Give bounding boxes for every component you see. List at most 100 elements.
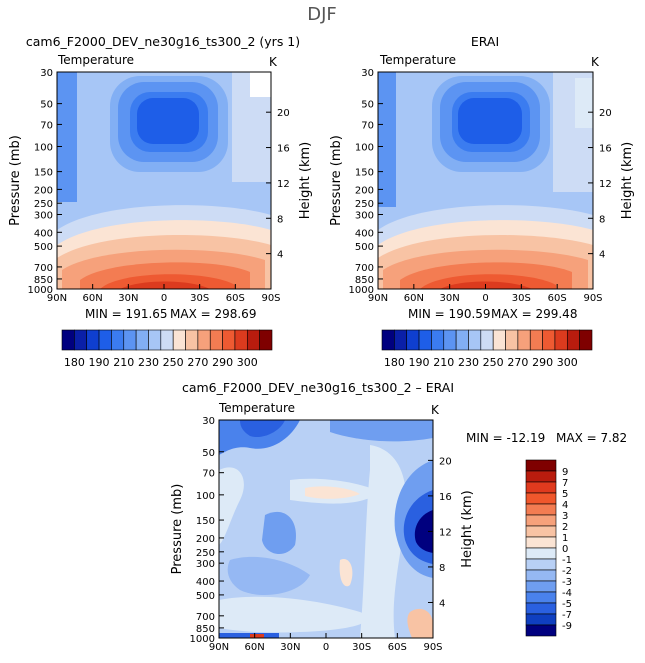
panel-model-field — [57, 72, 271, 289]
colorbar-model-label: 270 — [187, 356, 208, 369]
colorbar-diff-swatch — [525, 602, 557, 615]
colorbar-model-swatch — [197, 329, 211, 351]
panel-erai-max-label: MAX = 299.48 — [491, 307, 577, 321]
colorbar-erai-swatch — [517, 329, 531, 351]
colorbar-diff-swatch — [525, 536, 557, 549]
panel-diff-lat-tick-label: 60N — [245, 642, 265, 653]
panel-model-pressure-tick-label: 1000 — [28, 285, 53, 296]
colorbar-diff-swatch — [525, 459, 557, 472]
colorbar-erai-swatch — [566, 329, 580, 351]
colorbar-erai-label: 250 — [483, 356, 504, 369]
panel-erai-lat-tick-label: 60S — [548, 293, 567, 304]
panel-diff-pressure-tick-label: 500 — [196, 591, 215, 602]
panel-diff-height-tick-label: 4 — [439, 598, 445, 609]
colorbar-erai-swatch — [394, 329, 408, 351]
panel-diff-pressure-tick-label: 100 — [196, 491, 215, 502]
panel-erai-pressure-tick-label: 50 — [361, 100, 374, 111]
colorbar-diff-swatch — [525, 470, 557, 483]
panel-diff-pressure-tick-label: 700 — [196, 612, 215, 623]
panel-diff-max-label: MAX = 7.82 — [556, 431, 627, 445]
panel-erai-height-tick-label: 8 — [599, 214, 605, 225]
colorbar-diff-label: 4 — [562, 500, 568, 511]
panel-erai-pressure-tick-label: 500 — [355, 242, 374, 253]
panel-model-height-tick-label: 20 — [277, 108, 290, 119]
panel-model-pressure-tick-label: 200 — [34, 185, 53, 196]
panel-model-left-axis-label: Pressure (mb) — [8, 135, 23, 226]
panel-model-lat-tick-label: 60S — [226, 293, 245, 304]
panel-model-height-tick-label: 8 — [277, 214, 283, 225]
colorbar-erai-label: 230 — [458, 356, 479, 369]
panel-diff-pressure-tick-label: 200 — [196, 534, 215, 545]
colorbar-model-label: 180 — [64, 356, 85, 369]
colorbar-erai-label: 190 — [409, 356, 430, 369]
panel-erai-height-tick-label: 4 — [599, 250, 605, 261]
panel-erai-right-axis-label: Height (km) — [620, 142, 635, 219]
colorbar-diff-label: -3 — [562, 577, 572, 588]
panel-diff-units: K — [431, 403, 440, 417]
panel-erai-height-tick-label: 16 — [599, 144, 612, 155]
colorbar-erai-label: 180 — [384, 356, 405, 369]
panel-diff-height-tick-label: 12 — [439, 527, 452, 538]
panel-diff-pressure-tick-label: 400 — [196, 577, 215, 588]
colorbar-erai-swatch — [443, 329, 457, 351]
colorbar-model-swatch — [259, 329, 273, 351]
panel-erai-height-tick-label: 20 — [599, 108, 612, 119]
colorbar-layer: 180 190 210 230 250 270 290 300 180 190 210 230 250 2… — [61, 329, 593, 637]
panel-erai-pressure-tick-label: 250 — [355, 199, 374, 210]
panel-diff-field — [219, 420, 433, 638]
panel-erai-lat-tick-label: 90N — [368, 293, 388, 304]
panel-diff-height-tick-label: 16 — [439, 492, 452, 503]
panel-model-title: cam6_F2000_DEV_ne30g16_ts300_2 (yrs 1) — [26, 34, 300, 49]
colorbar-diff-label: 1 — [562, 533, 568, 544]
panel-model-max-label: MAX = 298.69 — [170, 307, 256, 321]
colorbar-erai-label: 300 — [557, 356, 578, 369]
panel-diff-title: cam6_F2000_DEV_ne30g16_ts300_2 – ERAI — [182, 380, 454, 395]
colorbar-model-swatch — [148, 329, 162, 351]
panel-model-lat-tick-label: 90S — [261, 293, 280, 304]
panel-diff-height-tick-label: 8 — [439, 563, 445, 574]
panel-model-lat-tick-label: 90N — [47, 293, 67, 304]
colorbar-erai-swatch — [381, 329, 395, 351]
panel-erai-field — [378, 72, 593, 289]
panel-model-variable: Temperature — [57, 53, 134, 67]
panel-model-lat-tick-label: 30N — [118, 293, 138, 304]
panel-model-lat-tick-label: 30S — [190, 293, 209, 304]
panel-erai-lat-tick-label: 0 — [482, 293, 488, 304]
panel-diff-height-tick-label: 20 — [439, 456, 452, 467]
panel-diff-lat-tick-label: 30N — [280, 642, 300, 653]
panel-erai-units: K — [591, 55, 600, 69]
colorbar-diff-label: -5 — [562, 599, 572, 610]
colorbar-model-swatch — [172, 329, 186, 351]
panel-model-pressure-tick-label: 30 — [40, 68, 53, 79]
panel-erai-pressure-tick-label: 850 — [355, 275, 374, 286]
colorbar-erai-swatch — [480, 329, 494, 351]
panel-erai-variable: Temperature — [379, 53, 456, 67]
panel-erai-pressure-tick-label: 700 — [355, 263, 374, 274]
panel-diff-min-label: MIN = -12.19 — [466, 431, 545, 445]
panel-model-lat-tick-label: 0 — [161, 293, 167, 304]
panel-erai-lat-tick-label: 60N — [404, 293, 424, 304]
colorbar-diff-label: -4 — [562, 588, 572, 599]
axes-layer: 3050701001502002503004005007008501000201… — [8, 68, 635, 653]
panel-model-pressure-tick-label: 300 — [34, 210, 53, 221]
panel-erai: ERAI Temperature K MIN = 190.59 MAX = 29… — [377, 34, 600, 321]
colorbar-erai-swatch — [542, 329, 556, 351]
panel-diff-right-axis-label: Height (km) — [460, 490, 475, 567]
panel-diff-pressure-tick-label: 50 — [202, 448, 215, 459]
colorbar-model-swatch — [61, 329, 75, 351]
panel-model-pressure-tick-label: 250 — [34, 199, 53, 210]
colorbar-model-label: 210 — [113, 356, 134, 369]
panel-diff-pressure-tick-label: 30 — [202, 416, 215, 427]
colorbar-diff-label: 7 — [562, 478, 568, 489]
panel-model-min-label: MIN = 191.65 — [85, 307, 168, 321]
panel-erai-pressure-tick-label: 150 — [355, 168, 374, 179]
panel-model-height-tick-label: 4 — [277, 250, 283, 261]
colorbar-erai-swatch — [455, 329, 469, 351]
colorbar-erai-swatch — [579, 329, 593, 351]
panel-erai-lat-tick-label: 30S — [512, 293, 531, 304]
panel-erai-pressure-tick-label: 100 — [355, 143, 374, 154]
panel-model-pressure-tick-label: 70 — [40, 120, 53, 131]
panel-model-units: K — [269, 55, 278, 69]
panel-model: cam6_F2000_DEV_ne30g16_ts300_2 (yrs 1) T… — [26, 34, 300, 321]
